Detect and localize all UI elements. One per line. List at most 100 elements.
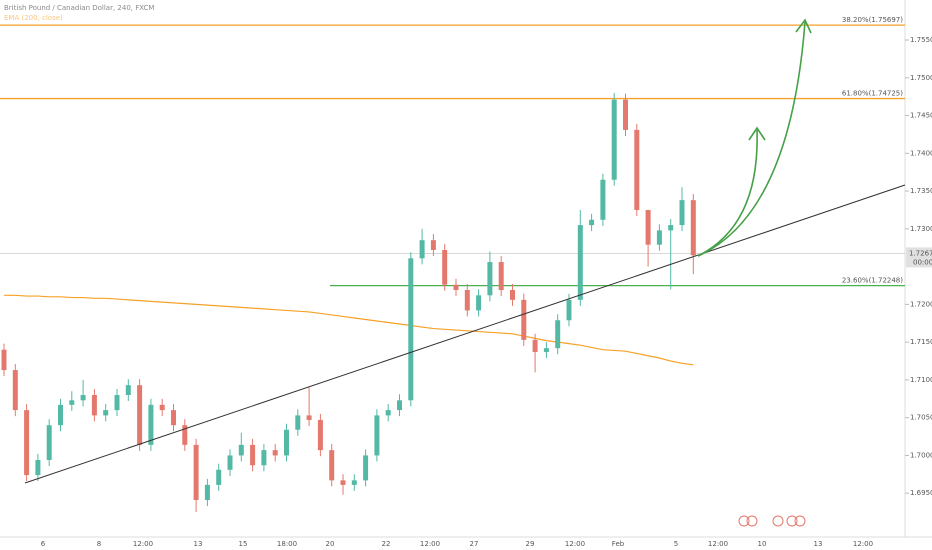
candle-body [498, 262, 504, 291]
candle-body [103, 410, 109, 416]
candle-body [645, 209, 651, 245]
y-tick-label: 1.70000 [910, 451, 932, 459]
candle-body [69, 400, 75, 405]
x-tick-label: 13 [814, 540, 823, 548]
candle-body [204, 484, 210, 500]
candle-body [453, 284, 459, 291]
x-tick-label: 27 [470, 540, 479, 548]
candle-body [114, 395, 120, 411]
candle-body [385, 410, 391, 416]
candle-body [295, 415, 301, 430]
y-tick-label: 1.71500 [910, 338, 932, 346]
fib-label: 61.80%(1.74725) [842, 90, 903, 98]
candle-body [46, 425, 52, 460]
x-tick-label: 15 [239, 540, 248, 548]
candle-body [543, 348, 549, 352]
x-tick-label: 12:00 [565, 540, 585, 548]
last-price-tag [906, 247, 932, 268]
candle-body [261, 450, 267, 466]
fib-label: 23.60%(1.72248) [842, 277, 903, 285]
y-tick-label: 1.75500 [910, 36, 932, 44]
candle-body [442, 249, 448, 285]
candle-body [600, 179, 606, 220]
x-tick-label: 18:00 [277, 540, 297, 548]
event-icon[interactable] [794, 515, 806, 527]
candle-body [668, 225, 674, 231]
x-tick-label: 12:00 [708, 540, 728, 548]
y-tick-label: 1.71000 [910, 376, 932, 384]
event-icon[interactable] [786, 515, 798, 527]
candle-body [690, 200, 696, 256]
candle-body [555, 320, 561, 349]
candle-body [1, 349, 7, 371]
candle-body [148, 404, 154, 445]
candle-body [589, 219, 595, 226]
candle-body [137, 385, 143, 445]
candle-body [272, 450, 278, 456]
x-tick-label: 8 [97, 540, 101, 548]
candle-body [24, 410, 30, 476]
candle-body [430, 240, 436, 250]
candle-body [397, 400, 402, 411]
x-tick-label: 10 [758, 540, 767, 548]
candle-body [238, 444, 244, 456]
x-tick-label: 20 [326, 540, 335, 548]
candle-body [611, 99, 617, 180]
y-tick-label: 1.70500 [910, 414, 932, 422]
y-tick-label: 1.69500 [910, 489, 932, 497]
candle-body [374, 415, 380, 456]
candle-body [577, 225, 583, 300]
trend-line [24, 184, 906, 484]
event-icon[interactable] [746, 515, 758, 527]
candle-body [171, 410, 176, 426]
candle-body [12, 370, 18, 411]
candle-body [125, 385, 131, 396]
candle-body [159, 404, 165, 411]
candle-body [58, 404, 63, 426]
event-icons[interactable] [738, 515, 806, 527]
candle-body [464, 290, 470, 311]
y-tick-label: 1.74000 [910, 149, 932, 157]
candle-body [634, 129, 640, 210]
ema-line [4, 294, 694, 366]
event-icon[interactable] [772, 515, 784, 527]
candle-body [306, 415, 312, 420]
candle-body [80, 395, 86, 401]
candle-body [284, 429, 289, 456]
chart-title: British Pound / Canadian Dollar, 240, FX… [4, 4, 154, 12]
x-tick-label: 6 [41, 540, 46, 548]
candle-body [623, 99, 628, 130]
x-tick-label: Feb [612, 540, 625, 548]
candle-body [521, 299, 527, 340]
candle-body [317, 419, 323, 451]
candle-body [487, 262, 493, 296]
last-price-label: 1.72675 [909, 249, 932, 257]
candle-body [566, 299, 572, 321]
candle-body [35, 459, 41, 476]
arrow-head [748, 126, 766, 141]
candle-body [679, 200, 685, 226]
candle-body [351, 480, 357, 485]
candle-body [408, 258, 414, 401]
candle-body [363, 455, 369, 481]
x-tick-label: 29 [526, 540, 535, 548]
x-tick-label: 12:00 [133, 540, 153, 548]
event-icon[interactable] [738, 515, 750, 527]
fib-label: 38.20%(1.75697) [842, 16, 903, 24]
x-tick-label: 13 [194, 540, 203, 548]
projection-arrow [697, 129, 758, 257]
countdown-label: 00:00 [913, 258, 932, 266]
y-tick-label: 1.73000 [910, 225, 932, 233]
candle-body [419, 240, 425, 259]
candle-body [656, 230, 662, 245]
x-tick-label: 5 [674, 540, 678, 548]
x-tick-label: 12:00 [853, 540, 873, 548]
candle-body [532, 339, 538, 352]
candle-body [216, 469, 222, 485]
projection-arrow [697, 21, 806, 257]
candle-body [193, 444, 199, 500]
candle-body [476, 295, 482, 311]
y-tick-label: 1.74500 [910, 112, 932, 120]
